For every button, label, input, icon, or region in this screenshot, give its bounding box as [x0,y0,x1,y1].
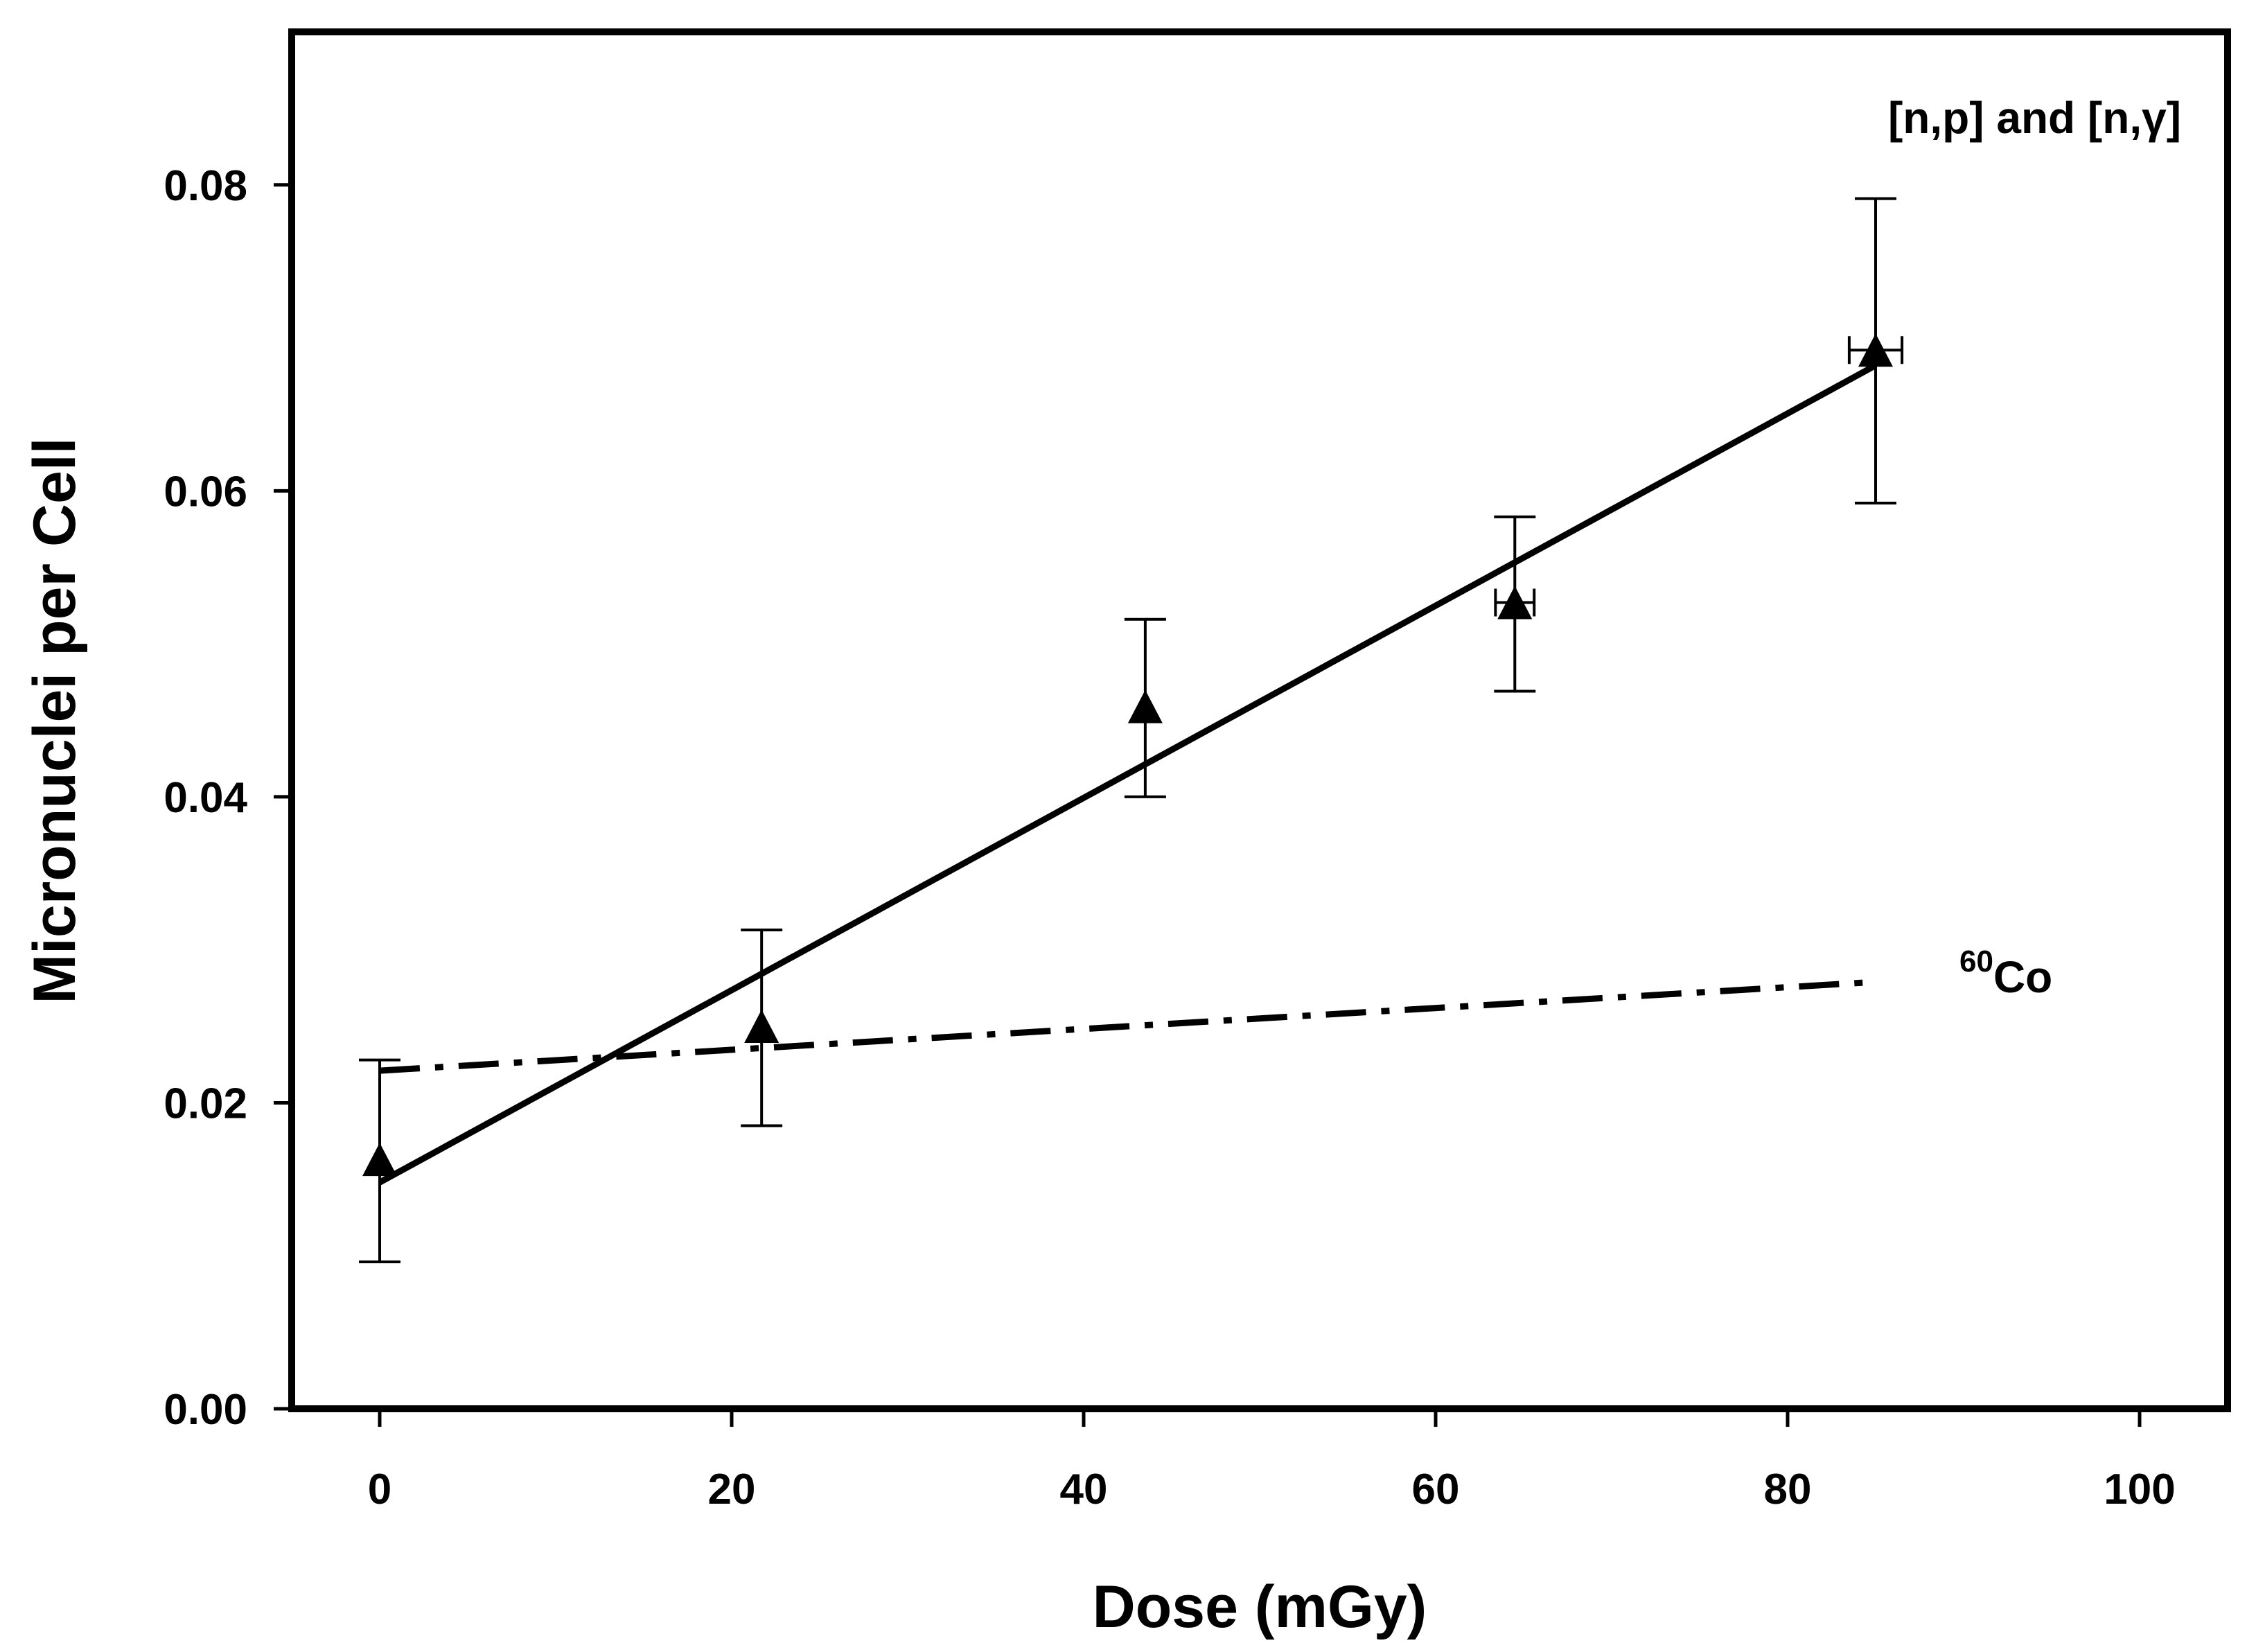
data-markers [362,333,1893,1177]
cobalt-label: 60Co [1959,944,2052,1002]
x-axis-title: Dose (mGy) [1093,1574,1427,1640]
data-point-triangle [362,1143,397,1177]
x-tick-label: 60 [1412,1466,1460,1513]
cobalt-mass-number: 60 [1959,944,1993,978]
x-tick-label: 80 [1764,1466,1812,1513]
data-point-triangle [1497,586,1533,620]
y-axis-title: Micronuclei per Cell [21,437,88,1003]
error-bars [359,197,1904,1264]
neutron-fit-line [378,362,1878,1186]
x-tick-label: 20 [708,1466,756,1513]
data-point-triangle [1127,689,1163,723]
y-axis-ticks: 0.00 0.02 0.04 0.06 0.08 [164,162,292,1434]
x-axis-ticks: 0 20 40 60 80 100 [368,1409,2176,1513]
x-tick-label: 100 [2104,1466,2175,1513]
cobalt-symbol: Co [1993,952,2052,1002]
data-point-triangle [1858,333,1893,367]
x-tick-label: 0 [368,1466,391,1513]
x-tick-label: 40 [1060,1466,1108,1513]
y-tick-label: 0.00 [164,1386,247,1434]
y-tick-label: 0.08 [164,162,247,210]
y-tick-label: 0.04 [164,774,247,822]
plot-frame [288,28,2231,1412]
neutron-series-label: [n,p] and [n,γ] [1888,93,2181,143]
cobalt-fit-line [379,978,1876,1074]
fit-lines [378,362,1878,1186]
y-tick-label: 0.02 [164,1080,247,1127]
data-point-triangle [744,1010,779,1044]
y-tick-label: 0.06 [164,468,247,516]
